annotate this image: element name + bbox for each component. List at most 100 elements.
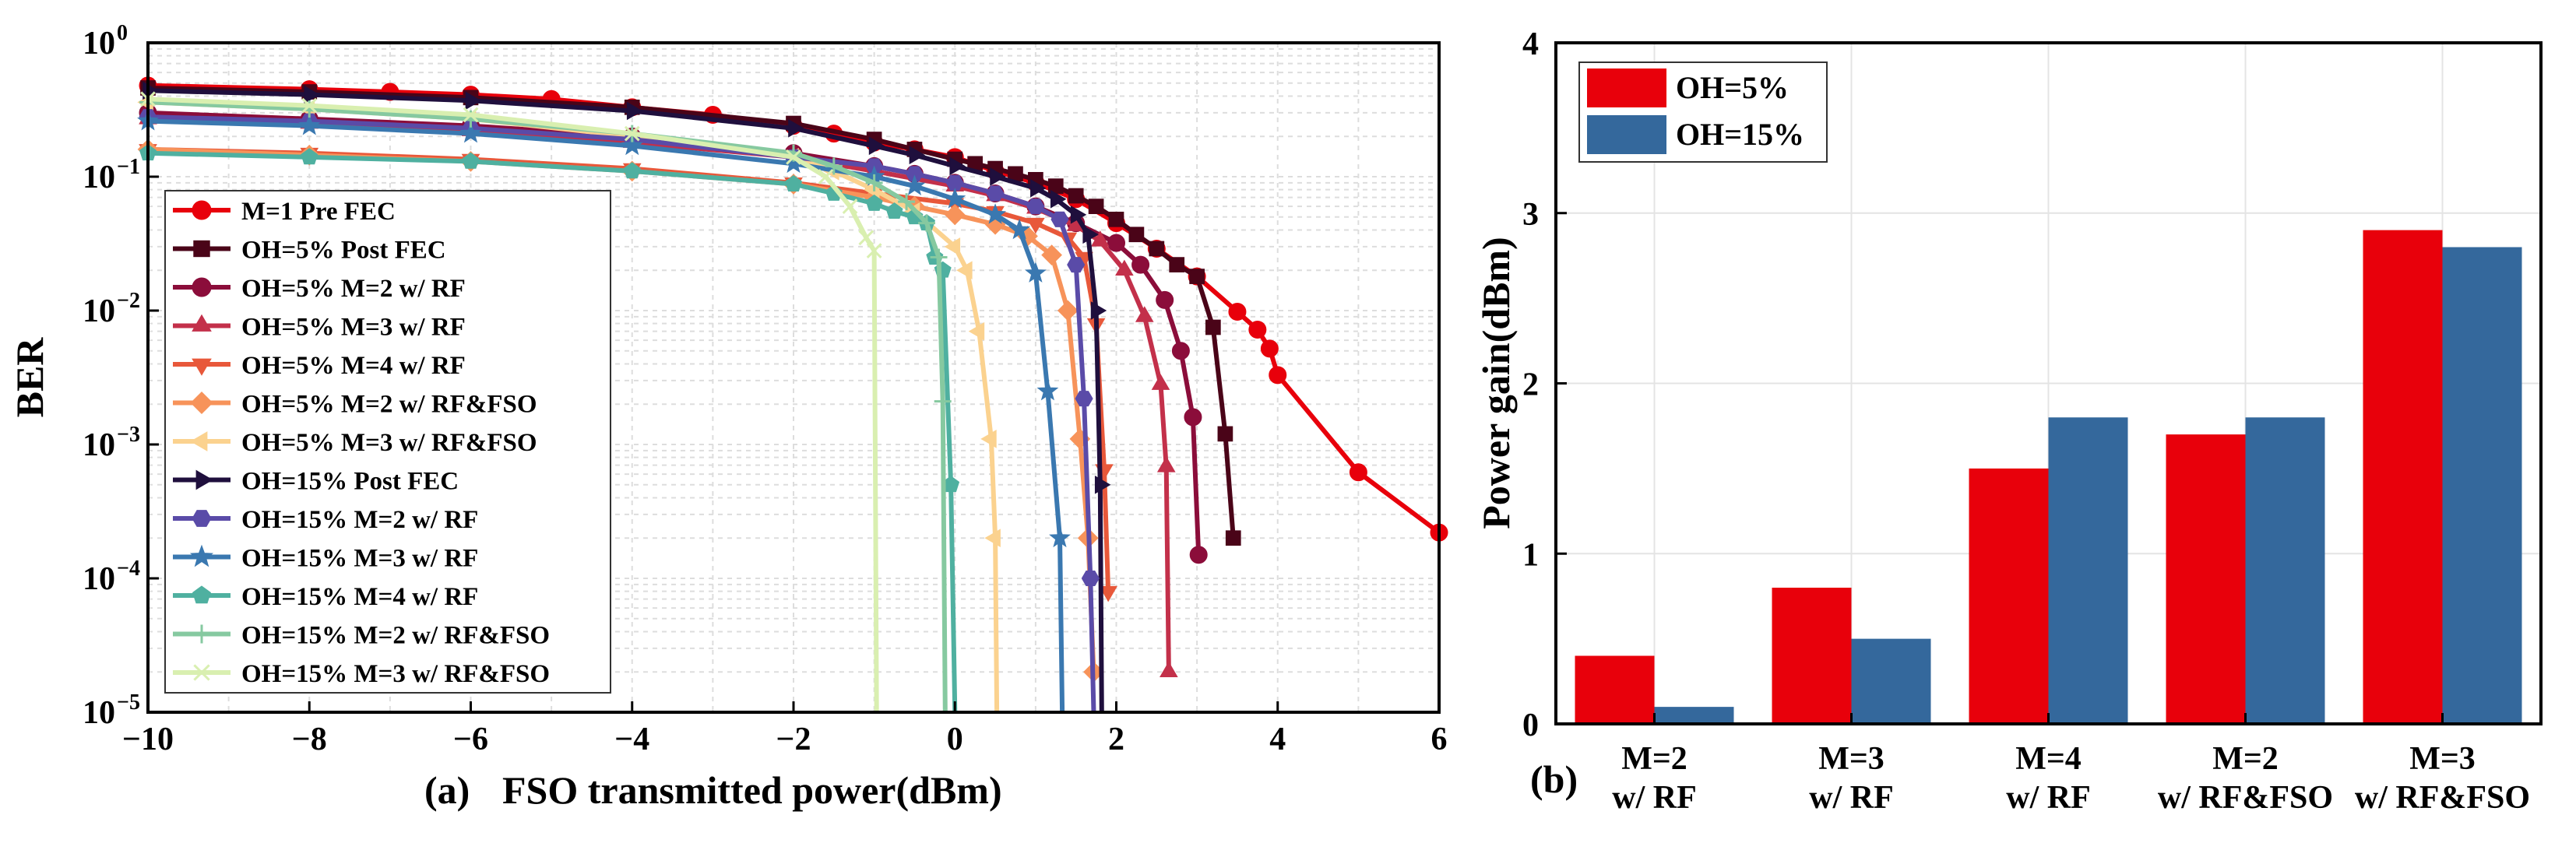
a-data-point (885, 202, 903, 220)
a-legend-marker (192, 314, 212, 332)
a-legend-marker (192, 200, 212, 220)
a-data-point (1057, 300, 1079, 321)
a-ytick-label: 10 (83, 561, 115, 597)
a-data-point (1184, 408, 1202, 427)
a-legend-entry: OH=15% Post FEC (173, 468, 459, 496)
a-legend-entry: M=1 Pre FEC (173, 198, 396, 226)
b-legend-swatch (1587, 68, 1666, 107)
a-data-point (463, 107, 479, 123)
a-xtick-label: 2 (1108, 722, 1124, 757)
a-legend-marker (190, 431, 208, 451)
a-series-line (147, 97, 879, 713)
a-data-point (1026, 217, 1045, 234)
a-data-point (842, 198, 858, 215)
a-panel-label: (a) (424, 768, 470, 812)
a-data-point (1160, 661, 1178, 678)
a-data-point (1189, 269, 1205, 284)
a-legend-entry: OH=5% M=3 w/ RF&FSO (173, 429, 537, 457)
a-xtick-label: −6 (453, 722, 488, 757)
a-data-point (944, 204, 966, 226)
a-series-7 (143, 81, 1111, 713)
a-data-point (1131, 255, 1150, 274)
a-data-point (945, 174, 964, 191)
a-legend: M=1 Pre FEC OH=5% Post FEC OH=5% M=2 w/ RF… (164, 190, 611, 694)
a-series-12 (140, 91, 882, 713)
a-data-point (1349, 463, 1367, 482)
a-data-point (301, 97, 318, 114)
b-ytick-label: 0 (1522, 708, 1539, 743)
a-legend-label: OH=5% M=2 w/ RF&FSO (241, 391, 537, 419)
a-data-point (1036, 379, 1059, 401)
a-data-point (1070, 205, 1087, 224)
a-legend-entry: OH=5% M=2 w/ RF (173, 275, 466, 303)
b-bar (1654, 707, 1734, 724)
a-data-point (624, 125, 640, 142)
a-data-point (1217, 426, 1233, 442)
a-series-line (147, 100, 948, 713)
a-data-point (1156, 456, 1176, 472)
a-legend-label: OH=5% M=2 w/ RF (241, 275, 466, 303)
a-xtick-label: −2 (776, 722, 811, 757)
a-legend-entry: OH=15% M=3 w/ RF&FSO (173, 660, 550, 688)
a-data-point (465, 91, 482, 111)
a-data-point (1135, 306, 1154, 322)
a-legend-marker (192, 510, 212, 527)
b-legend: OH=5% OH=15% (1578, 61, 1828, 163)
a-data-point (1075, 391, 1093, 407)
a-data-point (1149, 241, 1165, 257)
b-ylabel: Power gain(dBm) (1474, 237, 1518, 529)
a-legend-entry: OH=5% M=4 w/ RF (173, 352, 466, 380)
a-data-point (865, 194, 883, 211)
a-legend-label: OH=5% M=3 w/ RF (241, 314, 466, 342)
a-legend-label: OH=15% Post FEC (241, 468, 459, 496)
b-xtick-label: w/ RF&FSO (2158, 780, 2333, 816)
a-data-point (1024, 262, 1047, 283)
a-data-point (984, 203, 1006, 224)
a-data-point (956, 261, 973, 280)
a-legend-label: M=1 Pre FEC (241, 198, 396, 226)
a-data-point (1269, 366, 1287, 385)
a-ytick-exponent: −5 (117, 690, 140, 715)
a-data-point (1068, 188, 1084, 204)
a-data-point (818, 169, 834, 184)
a-legend-entry: OH=15% M=2 w/ RF&FSO (173, 622, 550, 650)
a-legend-label: OH=15% M=3 w/ RF (241, 545, 478, 573)
a-ytick-exponent: −1 (117, 155, 140, 179)
a-legend-label: OH=15% M=2 w/ RF&FSO (241, 622, 550, 650)
a-data-point (298, 114, 321, 135)
a-data-point (1067, 257, 1086, 273)
a-series-group (137, 76, 1448, 713)
b-bar (2048, 417, 2128, 724)
a-legend-marker (189, 544, 214, 567)
b-xtick-label: M=4 (2015, 741, 2082, 777)
a-data-point (1156, 290, 1174, 309)
a-data-point (980, 430, 997, 448)
a-legend-marker (193, 664, 210, 681)
a-legend-entry: OH=5% Post FEC (173, 237, 446, 265)
a-legend-label: OH=15% M=4 w/ RF (241, 583, 478, 611)
a-ytick-label: 10 (83, 293, 115, 329)
b-ytick-label: 4 (1522, 26, 1539, 62)
b-ytick-label: 2 (1522, 367, 1539, 403)
a-data-point (986, 185, 1005, 202)
a-data-point (1090, 230, 1110, 247)
b-xtick-label: w/ RF (1612, 780, 1697, 816)
a-data-point (1189, 546, 1208, 564)
a-data-point (459, 121, 482, 143)
a-series-line (147, 88, 1104, 713)
a-xtick-label: 6 (1431, 722, 1448, 757)
a-ylabel: BER (8, 337, 51, 418)
a-data-point (825, 157, 843, 175)
a-ytick-exponent: −3 (117, 423, 140, 447)
a-data-point (930, 248, 948, 266)
a-data-point (1088, 198, 1104, 215)
b-bar (1969, 468, 2049, 724)
a-data-point (866, 243, 882, 258)
a-data-point (1260, 339, 1279, 358)
b-legend-label: OH=5% (1676, 70, 1789, 105)
b-legend-entry: OH=15% (1587, 115, 1804, 154)
a-data-point (868, 136, 885, 156)
